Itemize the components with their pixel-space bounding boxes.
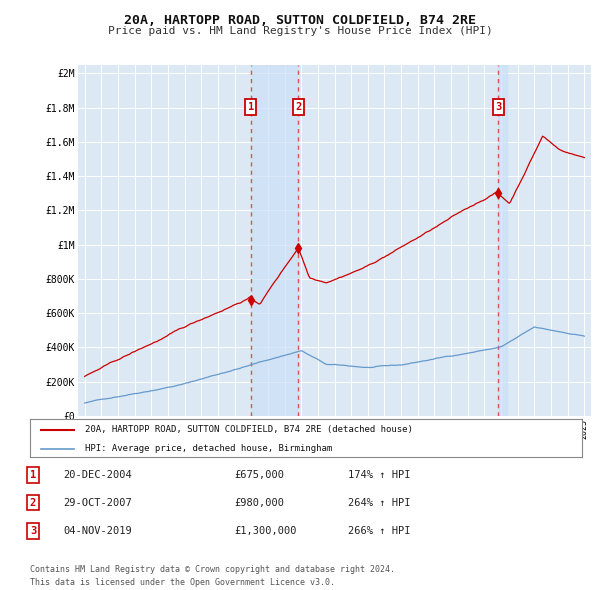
Text: 20A, HARTOPP ROAD, SUTTON COLDFIELD, B74 2RE: 20A, HARTOPP ROAD, SUTTON COLDFIELD, B74… <box>124 14 476 27</box>
Text: 3: 3 <box>30 526 36 536</box>
Text: 29-OCT-2007: 29-OCT-2007 <box>63 498 132 507</box>
Text: 2: 2 <box>295 102 301 112</box>
Text: 3: 3 <box>495 102 502 112</box>
Text: HPI: Average price, detached house, Birmingham: HPI: Average price, detached house, Birm… <box>85 444 332 453</box>
Text: 266% ↑ HPI: 266% ↑ HPI <box>348 526 410 536</box>
Text: 2: 2 <box>30 498 36 507</box>
Text: Price paid vs. HM Land Registry's House Price Index (HPI): Price paid vs. HM Land Registry's House … <box>107 27 493 36</box>
Text: 20-DEC-2004: 20-DEC-2004 <box>63 470 132 480</box>
Text: £980,000: £980,000 <box>234 498 284 507</box>
Bar <box>251 65 298 416</box>
Text: 174% ↑ HPI: 174% ↑ HPI <box>348 470 410 480</box>
Text: 1: 1 <box>248 102 254 112</box>
Text: 1: 1 <box>30 470 36 480</box>
Bar <box>499 65 507 416</box>
Text: 04-NOV-2019: 04-NOV-2019 <box>63 526 132 536</box>
Text: £1,300,000: £1,300,000 <box>234 526 296 536</box>
Text: Contains HM Land Registry data © Crown copyright and database right 2024.
This d: Contains HM Land Registry data © Crown c… <box>30 565 395 587</box>
Text: 20A, HARTOPP ROAD, SUTTON COLDFIELD, B74 2RE (detached house): 20A, HARTOPP ROAD, SUTTON COLDFIELD, B74… <box>85 425 413 434</box>
Text: £675,000: £675,000 <box>234 470 284 480</box>
Text: 264% ↑ HPI: 264% ↑ HPI <box>348 498 410 507</box>
